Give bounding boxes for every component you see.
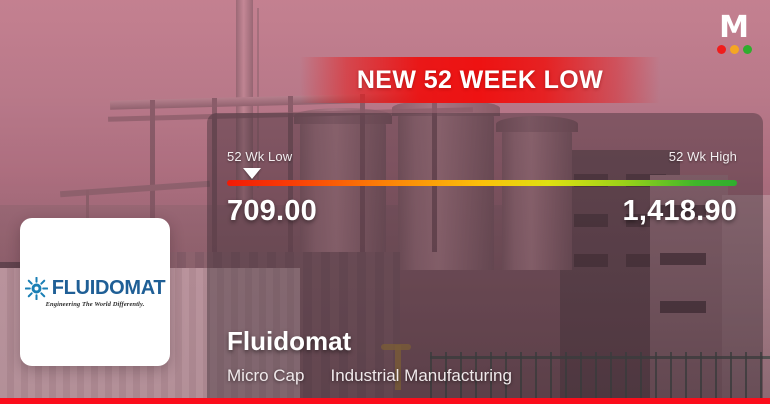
alert-banner-label: NEW 52 WEEK LOW bbox=[356, 65, 604, 94]
company-logo: FLUIDOMAT Engineering The World Differen… bbox=[24, 276, 166, 308]
market-cap-label: Micro Cap bbox=[227, 366, 305, 385]
brand-dots bbox=[716, 45, 752, 54]
range-labels: 52 Wk Low 52 Wk High bbox=[227, 149, 737, 164]
brand-logo: M bbox=[712, 10, 756, 54]
range-low-label: 52 Wk Low bbox=[227, 149, 293, 164]
bottom-accent-bar bbox=[0, 398, 770, 404]
current-price-marker bbox=[243, 168, 261, 179]
fifty-two-week-range-bar bbox=[227, 180, 737, 186]
logo-wordmark: FLUIDOMAT bbox=[51, 276, 166, 299]
logo-tagline: Engineering The World Differently. bbox=[45, 300, 145, 308]
info-panel bbox=[207, 113, 763, 404]
fifty-two-week-low-value: 709.00 bbox=[227, 195, 317, 227]
alert-banner: NEW 52 WEEK LOW bbox=[300, 57, 660, 103]
company-name: Fluidomat bbox=[227, 326, 352, 356]
range-values: 709.00 1,418.90 bbox=[227, 195, 737, 228]
range-high-label: 52 Wk High bbox=[668, 149, 737, 164]
dot-amber bbox=[729, 45, 739, 54]
dot-red bbox=[716, 45, 726, 54]
sector-label: Industrial Manufacturing bbox=[330, 366, 512, 385]
gear-icon bbox=[24, 276, 48, 300]
logo-row: FLUIDOMAT bbox=[24, 276, 166, 300]
company-logo-card: FLUIDOMAT Engineering The World Differen… bbox=[20, 218, 170, 366]
brand-letter: M bbox=[719, 10, 749, 45]
dot-green bbox=[742, 45, 752, 54]
company-meta: Micro Cap Industrial Manufacturing bbox=[227, 366, 512, 386]
fifty-two-week-high-value: 1,418.90 bbox=[622, 195, 737, 227]
